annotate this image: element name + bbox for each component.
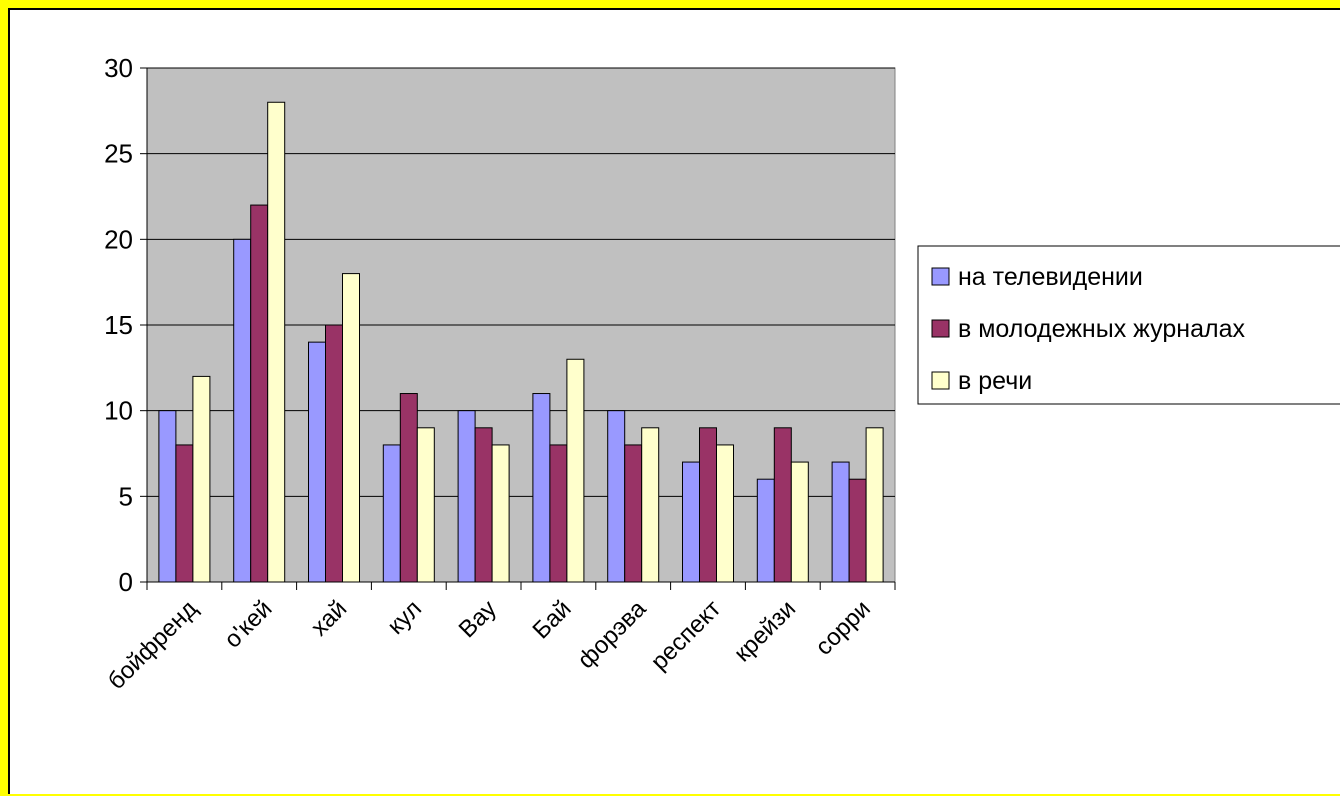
bar <box>532 393 551 583</box>
y-tick-label: 5 <box>119 481 133 511</box>
bar <box>250 204 269 583</box>
legend-swatch <box>931 319 950 338</box>
bar <box>549 444 568 583</box>
bar <box>607 410 626 583</box>
bar <box>457 410 476 583</box>
bar <box>233 238 252 583</box>
legend-label: на телевидении <box>958 263 1143 291</box>
chart-frame: 0 5 10 15 20 25 30 бойфренд о'кей хай кул Вау Бай фор… <box>8 8 1340 794</box>
legend: на телевидении в молодежных журналах в реч… <box>917 245 1340 405</box>
bars <box>158 101 884 583</box>
x-category-label: Вау <box>454 595 502 643</box>
y-tick-label: 20 <box>104 224 133 254</box>
bar <box>325 324 343 583</box>
legend-box <box>917 245 1340 405</box>
x-category-label: респект <box>646 595 726 675</box>
bar <box>716 444 734 583</box>
bar <box>699 427 717 583</box>
bar-chart: 0 5 10 15 20 25 30 бойфренд о'кей хай кул Вау Байфор… <box>103 53 1340 695</box>
bar <box>382 444 401 583</box>
y-tick-label: 25 <box>104 139 133 169</box>
legend-label: в речи <box>958 367 1032 395</box>
x-category-label: хай <box>306 595 352 641</box>
x-category-label: бойфренд <box>103 595 203 695</box>
bar <box>773 427 792 583</box>
bar <box>158 410 177 583</box>
bar <box>474 427 493 583</box>
x-category-label: о'кей <box>219 595 277 653</box>
x-category-label: крейзи <box>729 595 801 667</box>
x-category-label: Бай <box>527 595 576 644</box>
legend-swatch <box>931 371 950 390</box>
bar <box>624 444 643 583</box>
bar <box>848 478 867 583</box>
y-tick-label: 15 <box>104 310 133 340</box>
bar <box>566 358 585 583</box>
legend-label: в молодежных журналах <box>958 315 1245 343</box>
legend-swatch <box>931 267 950 286</box>
x-category-label: форэва <box>573 595 652 674</box>
x-category-label: сорри <box>810 595 876 661</box>
bar <box>790 461 809 583</box>
bar <box>342 273 360 583</box>
bar <box>682 461 700 583</box>
bar <box>192 375 211 583</box>
bar <box>641 427 660 583</box>
bar <box>491 444 510 583</box>
bar <box>399 393 418 583</box>
x-category-label: кул <box>382 595 427 640</box>
bar <box>175 444 194 583</box>
bar <box>865 427 884 583</box>
bar <box>756 478 775 583</box>
bar <box>267 101 286 583</box>
bar <box>416 427 435 583</box>
y-tick-label: 0 <box>119 567 133 597</box>
y-tick-label: 30 <box>104 53 133 83</box>
y-tick-label: 10 <box>104 396 133 426</box>
bar <box>308 341 326 583</box>
bar <box>831 461 850 583</box>
